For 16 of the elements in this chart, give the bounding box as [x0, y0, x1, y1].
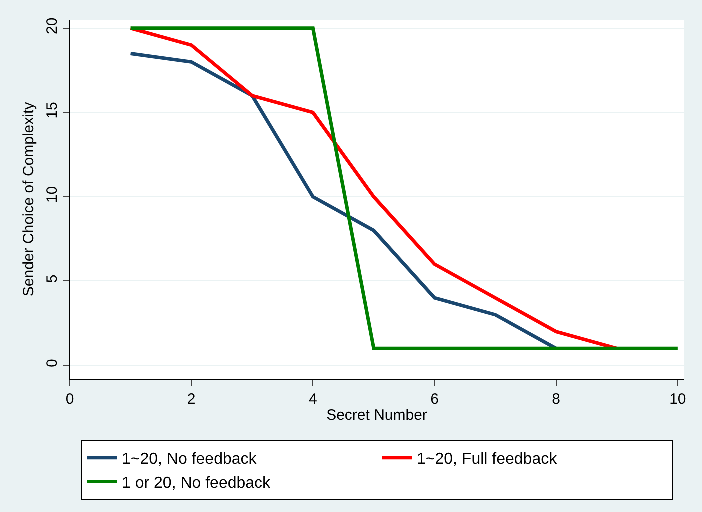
y-tick-label: 0	[44, 359, 61, 368]
y-tick-label: 15	[44, 102, 61, 119]
legend-label: 1 or 20, No feedback	[122, 474, 272, 492]
legend-label: 1~20, No feedback	[122, 451, 258, 468]
y-axis-title: Sender Choice of Complexity	[20, 102, 38, 297]
y-tick-label: 10	[44, 186, 61, 204]
x-tick-label: 2	[187, 391, 196, 408]
y-tick-label: 5	[44, 274, 61, 284]
x-tick-label: 4	[309, 391, 318, 408]
x-tick-label: 8	[552, 391, 561, 408]
x-tick-label: 0	[66, 391, 74, 408]
y-tick-label: 20	[44, 18, 61, 35]
legend-label: 1~20, Full feedback	[417, 451, 558, 468]
x-axis-title: Secret Number	[326, 407, 428, 424]
x-tick-label: 6	[430, 391, 439, 408]
x-tick-label: 10	[670, 391, 686, 408]
